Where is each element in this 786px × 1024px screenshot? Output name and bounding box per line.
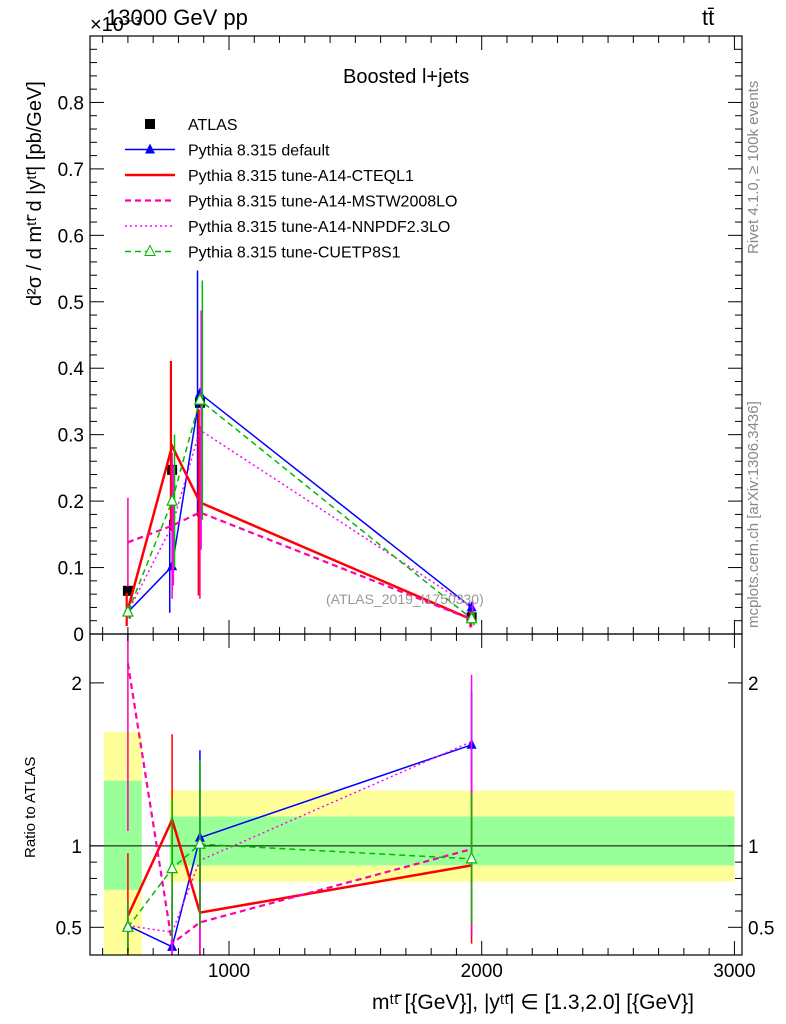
x-tick-label: 2000 (461, 961, 503, 982)
exponent-label: ×10⁻³ (90, 14, 142, 36)
axes-group: 0 0.1 0.2 0.3 0.4 0.5 0.6 0.7 0.8 0.5 0.5 1 1 2 2 1000 2… (56, 35, 774, 982)
legend-label: Pythia 8.315 tune-CUETP8S1 (188, 245, 401, 262)
y-tick-label: 0.3 (58, 426, 84, 447)
ratio-marker (465, 851, 478, 864)
y-tick-label: 0.2 (58, 492, 84, 513)
legend-marker (145, 143, 155, 154)
legend-entry-4: Pythia 8.315 tune-A14-NNPDF2.3LO (125, 219, 450, 236)
legend-label: Pythia 8.315 default (188, 143, 330, 160)
series-marker (466, 601, 477, 612)
main-y-axis-label: d²σ / d mᵗᵗ̄ d |yᵗᵗ̄| [pb/GeV] (24, 81, 46, 306)
legend-label: ATLAS (188, 117, 238, 134)
series-marker (193, 392, 206, 405)
ratio-uncertainty-bands (90, 731, 742, 955)
ratio-line (127, 843, 472, 928)
legend-group: ATLAS Pythia 8.315 default Pythia 8.315 tu… (125, 117, 457, 262)
ratio-marker (193, 836, 206, 849)
legend-label: Pythia 8.315 tune-A14-CTEQL1 (188, 168, 414, 185)
series-marker (121, 604, 134, 617)
series-line (127, 398, 473, 620)
ratio-y-tick-label-right: 2 (748, 674, 759, 695)
ratio-y-axis-label: Ratio to ATLAS (22, 756, 39, 858)
legend-entry-2: Pythia 8.315 tune-A14-CTEQL1 (125, 168, 414, 185)
ratio-y-tick-label-right: 0.5 (748, 918, 774, 939)
ratio-line (127, 744, 472, 948)
analysis-label: (ATLAS_2019_I1750330) (326, 591, 484, 607)
series-2 (125, 360, 473, 628)
series-5 (121, 280, 478, 626)
ratio-frame (89, 633, 743, 956)
ratio-series-group (121, 634, 478, 955)
series-4 (127, 310, 474, 619)
y-tick-label: 0.1 (58, 559, 84, 580)
ratio-line (126, 816, 472, 917)
ratio-line (126, 663, 472, 946)
y-tick-label: 0 (73, 625, 84, 646)
series-line (126, 442, 473, 621)
y-tick-label: 0.4 (58, 359, 85, 380)
y-tick-label: 0.8 (58, 93, 84, 114)
process-label: tt̄ (702, 5, 715, 30)
series-line (127, 511, 472, 621)
legend-entry-0: ATLAS (145, 117, 238, 134)
x-axis-label: mᵗᵗ̄ [{GeV}], |yᵗᵗ̄| ∈ [1.3,2.0] [{GeV}] (372, 991, 694, 1014)
ratio-y-tick-label-right: 1 (748, 837, 759, 858)
legend-marker (144, 244, 156, 256)
x-tick-label: 1000 (208, 961, 250, 982)
legend-entry-1: Pythia 8.315 default (125, 143, 330, 160)
energy-label: 13000 GeV pp (106, 5, 248, 30)
ratio-inner-band (104, 780, 142, 890)
series-1 (122, 270, 477, 617)
y-tick-label: 0.5 (58, 293, 84, 314)
legend-marker (145, 119, 155, 129)
mcplots-label: mcplots.cern.ch [arXiv:1306.3436] (745, 401, 762, 628)
atlas-data-point (122, 585, 133, 596)
ratio-marker (121, 919, 134, 932)
ratio-y-tick-label: 2 (71, 674, 82, 695)
y-tick-label: 0.7 (58, 160, 84, 181)
main-series-group (121, 270, 478, 628)
rivet-label: Rivet 4.1.0, ≥ 100k events (745, 80, 762, 254)
series-0 (122, 397, 477, 623)
series-line (127, 392, 473, 613)
series-marker (465, 611, 478, 624)
series-marker (166, 493, 179, 506)
series-line (127, 428, 473, 613)
x-tick-label: 3000 (713, 961, 755, 982)
chart-title: Boosted l+jets (343, 66, 470, 88)
ratio-marker (166, 861, 179, 874)
ratio-series-4 (121, 760, 478, 952)
legend-label: Pythia 8.315 tune-A14-NNPDF2.3LO (188, 219, 450, 236)
legend-entry-3: Pythia 8.315 tune-A14-MSTW2008LO (125, 194, 457, 211)
legend-label: Pythia 8.315 tune-A14-MSTW2008LO (188, 194, 457, 211)
legend-entry-5: Pythia 8.315 tune-CUETP8S1 (125, 244, 401, 262)
y-tick-label: 0.6 (58, 226, 84, 247)
ratio-y-tick-label: 1 (71, 837, 82, 858)
ratio-y-tick-label: 0.5 (56, 918, 82, 939)
